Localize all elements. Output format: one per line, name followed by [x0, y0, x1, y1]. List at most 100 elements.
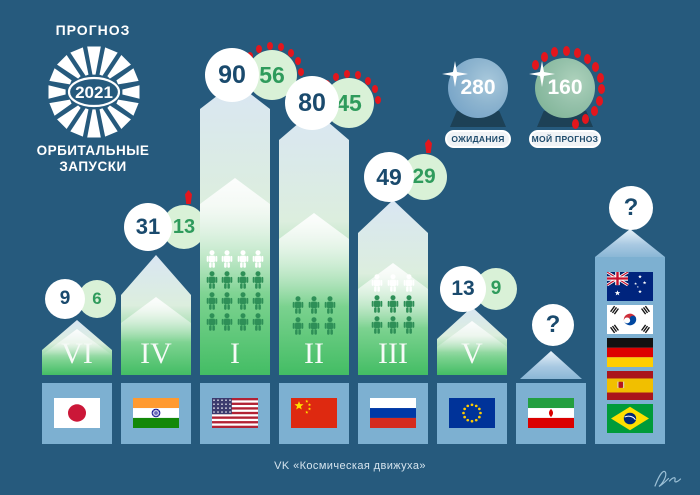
crew-person-icon-green [205, 313, 219, 331]
expected-circle: 9 [45, 279, 85, 319]
expected-circle: 90 [205, 48, 259, 102]
red-mark-dot [562, 46, 570, 57]
rank-numeral: II [304, 337, 324, 370]
legend-label-my-forecast: МОЙ ПРОГНОЗ [529, 130, 601, 148]
red-mark-dot [343, 70, 350, 79]
expected-circle: 49 [364, 152, 414, 202]
crew-person-icon-green [402, 316, 416, 334]
red-mark-dot [297, 67, 304, 76]
flag-ir [528, 398, 574, 428]
red-mark-dot [364, 76, 371, 85]
crew-person-icon-green [370, 316, 384, 334]
crew-person-icon-white [205, 250, 219, 268]
expected-circle: 80 [285, 76, 339, 130]
legend-label-expectations: ОЖИДАНИЯ [445, 130, 511, 148]
flag-kr [607, 305, 653, 334]
flag-au [606, 270, 653, 301]
red-mark-dot [584, 53, 592, 64]
crew-person-icon-white [220, 250, 234, 268]
red-mark-dot [374, 95, 381, 104]
crew-person-icon-white [402, 274, 416, 292]
crew-person-icon-green [291, 317, 305, 335]
red-mark-dot [277, 43, 284, 52]
red-mark-dot [354, 71, 361, 80]
sunburst-2021-icon: 2021 [48, 46, 140, 138]
flag-in [133, 398, 179, 428]
logo-year: 2021 [75, 83, 113, 102]
sparkle-icon [529, 61, 555, 87]
crew-person-icon-green [236, 271, 250, 289]
crew-person-icon-green [291, 296, 305, 314]
crew-person-icon-green [323, 317, 337, 335]
expected-circle: 13 [440, 266, 486, 312]
bar-I [200, 82, 270, 375]
crew-person-icon-green [205, 292, 219, 310]
crew-person-icon-green [386, 295, 400, 313]
crystal-ball-expectations: 280 [448, 58, 508, 118]
red-mark-dot [532, 60, 540, 71]
flag-es [607, 371, 653, 400]
crew-person-icon-green [251, 292, 265, 310]
logo-subtitle-line2: ЗАПУСКИ [59, 159, 127, 175]
crew-person-icon-green [323, 296, 337, 314]
red-mark-dot [596, 95, 604, 106]
question-column-triangle [595, 229, 665, 257]
crew-person-icon-green [251, 313, 265, 331]
credit-caption: VK «Космическая движуха» [274, 460, 426, 472]
expected-circle: 31 [124, 203, 172, 251]
crew-person-icon-green [402, 295, 416, 313]
bar-II [279, 110, 349, 375]
crew-person-icon-green [220, 292, 234, 310]
flag-br [607, 404, 653, 433]
red-mark-dot [574, 48, 582, 59]
sparkle-icon [442, 61, 468, 87]
question-column-triangle [520, 351, 582, 379]
crew-person-icon-green [236, 292, 250, 310]
red-mark-dot [597, 72, 605, 83]
crew-person-icon-green [220, 313, 234, 331]
author-signature [654, 470, 682, 488]
red-pin-icon [185, 190, 192, 204]
red-mark-dot [598, 84, 606, 95]
bar-V [437, 307, 507, 375]
red-mark-dot [371, 85, 378, 94]
expected-circle: ? [609, 186, 653, 230]
flag-de [607, 338, 653, 367]
crew-person-icon-green [220, 271, 234, 289]
red-mark-dot [287, 48, 294, 57]
rank-numeral: IV [140, 337, 172, 370]
crew-person-icon-green [386, 316, 400, 334]
red-mark-dot [551, 47, 559, 58]
bar-inner-mountain [200, 178, 270, 375]
crew-person-icon-white [251, 250, 265, 268]
crew-person-icon-green [251, 271, 265, 289]
crew-person-icon-green [307, 317, 321, 335]
flag-jp [54, 398, 100, 428]
red-pin-icon [425, 139, 432, 153]
crew-person-icon-green [370, 295, 384, 313]
crew-person-icon-white [386, 274, 400, 292]
rank-numeral: V [461, 337, 483, 370]
red-mark-dot [294, 57, 301, 66]
red-mark-dot [571, 118, 579, 129]
logo-subtitle: ОРБИТАЛЬНЫЕ ЗАПУСКИ [18, 143, 168, 175]
expected-circle: ? [532, 304, 574, 346]
flag-us [212, 398, 258, 429]
crystal-ball-my-forecast: 160 [535, 58, 595, 118]
rank-numeral: VI [61, 337, 93, 370]
red-mark-dot [266, 42, 273, 51]
red-mark-dot [590, 105, 598, 116]
logo-subtitle-line1: ОРБИТАЛЬНЫЕ [36, 143, 150, 158]
red-mark-dot [256, 44, 263, 53]
logo-title: ПРОГНОЗ [55, 22, 131, 38]
bar-inner-mountain [279, 213, 349, 375]
crew-person-icon-white [236, 250, 250, 268]
rank-numeral: I [230, 337, 240, 370]
rank-numeral: III [378, 337, 408, 370]
red-mark-dot [592, 62, 600, 73]
red-mark-dot [540, 52, 548, 63]
crew-person-icon-green [205, 271, 219, 289]
flag-eu [449, 398, 495, 428]
red-mark-dot [582, 113, 590, 124]
